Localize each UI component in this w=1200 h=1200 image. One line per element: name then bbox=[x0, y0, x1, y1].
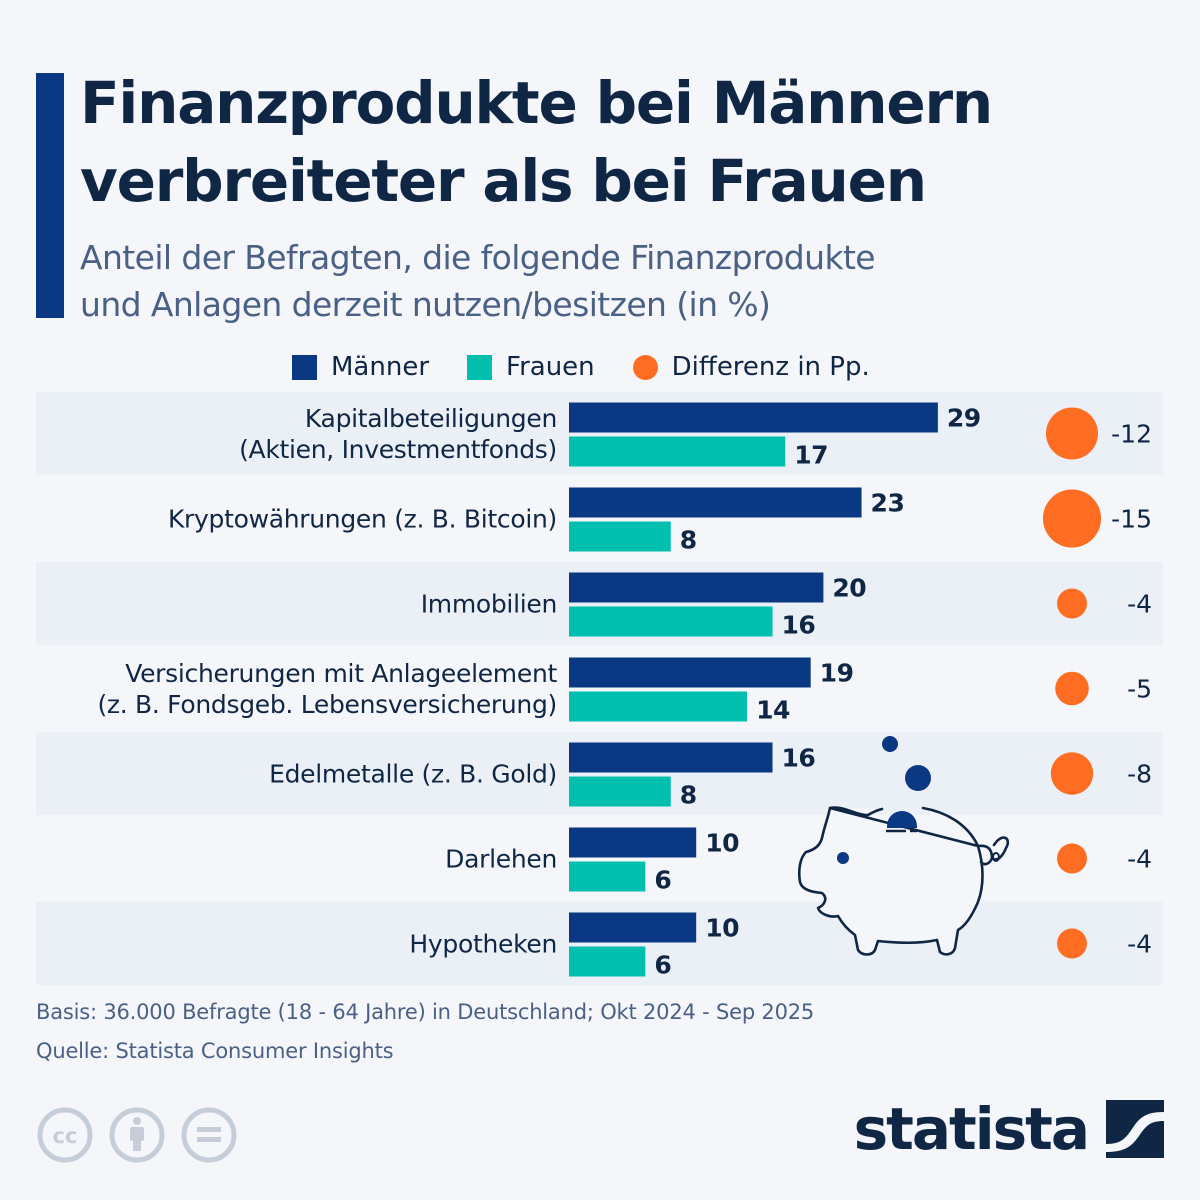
category-label: Kryptowährungen (z. B. Bitcoin) bbox=[168, 505, 557, 534]
legend-label-men: Männer bbox=[331, 352, 430, 382]
bar-men bbox=[569, 657, 811, 688]
legend-swatch-men bbox=[292, 354, 317, 380]
statista-logo[interactable]: statista bbox=[854, 1100, 1164, 1158]
difference-bubble bbox=[1057, 588, 1087, 619]
no-derivatives-icon[interactable] bbox=[180, 1106, 238, 1164]
attribution-icon[interactable] bbox=[108, 1106, 166, 1164]
value-label-women: 16 bbox=[782, 611, 816, 640]
bar-men bbox=[569, 572, 824, 603]
legend-label-difference: Differenz in Pp. bbox=[671, 352, 870, 382]
category-label: Kapitalbeteiligungen bbox=[305, 404, 557, 433]
value-label-women: 14 bbox=[756, 696, 790, 725]
piggy-bank-illustration bbox=[797, 736, 1010, 956]
difference-bubble bbox=[1042, 489, 1102, 548]
legend-dot-difference bbox=[632, 354, 658, 380]
subtitle-line-2: und Anlagen derzeit nutzen/besitzen (in … bbox=[80, 285, 771, 324]
difference-bubble bbox=[1046, 407, 1098, 460]
category-label: Hypotheken bbox=[409, 930, 557, 959]
difference-label: -4 bbox=[1127, 845, 1152, 874]
category-label: (Aktien, Investmentfonds) bbox=[239, 435, 557, 464]
page-subtitle: Anteil der Befragten, die folgende Finan… bbox=[80, 234, 1080, 328]
license-icons: cc bbox=[36, 1106, 238, 1164]
value-label-women: 6 bbox=[654, 951, 671, 980]
legend-item-women: Frauen bbox=[467, 352, 595, 382]
brand-wordmark: statista bbox=[853, 1095, 1090, 1163]
category-label: Darlehen bbox=[445, 845, 557, 874]
difference-bubble bbox=[1050, 752, 1094, 795]
difference-label: -4 bbox=[1127, 590, 1152, 619]
coin-3 bbox=[887, 811, 917, 828]
bar-women bbox=[569, 606, 773, 637]
value-label-men: 29 bbox=[947, 404, 981, 433]
difference-label: -8 bbox=[1127, 760, 1152, 789]
difference-label: -12 bbox=[1111, 420, 1152, 449]
cc-icon[interactable]: cc bbox=[36, 1106, 94, 1164]
bar-men bbox=[569, 912, 697, 943]
category-label: Edelmetalle (z. B. Gold) bbox=[269, 760, 557, 789]
statista-logo-icon bbox=[1106, 1100, 1164, 1158]
title-line-1: Finanzprodukte bei Männern bbox=[80, 69, 993, 137]
svg-text:cc: cc bbox=[53, 1124, 78, 1148]
difference-label: -4 bbox=[1127, 930, 1152, 959]
value-label-women: 6 bbox=[654, 866, 671, 895]
legend-swatch-women bbox=[467, 354, 493, 380]
bar-women bbox=[569, 436, 786, 467]
value-label-men: 23 bbox=[871, 489, 905, 518]
difference-bubble bbox=[1057, 928, 1087, 959]
chart-legend: Männer Frauen Differenz in Pp. bbox=[292, 352, 908, 382]
bar-women bbox=[569, 691, 748, 722]
bar-women bbox=[569, 521, 671, 552]
value-label-men: 10 bbox=[705, 829, 739, 858]
footnote-source: Quelle: Statista Consumer Insights bbox=[36, 1039, 394, 1063]
value-label-women: 8 bbox=[680, 781, 697, 810]
piggy-eye bbox=[837, 852, 849, 864]
title-line-2: verbreiteter als bei Frauen bbox=[80, 147, 927, 215]
footnote-basis: Basis: 36.000 Befragte (18 - 64 Jahre) i… bbox=[36, 1000, 815, 1024]
legend-item-men: Männer bbox=[292, 352, 429, 382]
difference-label: -5 bbox=[1127, 675, 1152, 704]
bar-women bbox=[569, 776, 671, 807]
page-title: Finanzprodukte bei Männern verbreiteter … bbox=[80, 64, 1180, 220]
value-label-men: 20 bbox=[832, 574, 866, 603]
title-accent-bar bbox=[36, 73, 64, 318]
value-label-men: 16 bbox=[782, 744, 816, 773]
coin-1 bbox=[882, 736, 898, 752]
bar-women bbox=[569, 861, 646, 892]
bar-chart: Kapitalbeteiligungen(Aktien, Investmentf… bbox=[97, 402, 1152, 980]
piggy-bank-icon bbox=[797, 806, 994, 956]
value-label-men: 19 bbox=[820, 659, 854, 688]
difference-bubble bbox=[1057, 843, 1087, 874]
value-label-women: 17 bbox=[794, 441, 828, 470]
value-label-women: 8 bbox=[680, 526, 697, 555]
bar-men bbox=[569, 402, 938, 433]
category-label: (z. B. Fondsgeb. Lebensversicherung) bbox=[97, 690, 557, 719]
bar-men bbox=[569, 487, 862, 518]
subtitle-line-1: Anteil der Befragten, die folgende Finan… bbox=[80, 238, 876, 277]
bar-men bbox=[569, 742, 773, 773]
difference-label: -15 bbox=[1111, 505, 1152, 534]
coin-2 bbox=[905, 765, 931, 791]
bar-women bbox=[569, 946, 646, 977]
bar-men bbox=[569, 827, 697, 858]
legend-item-difference: Differenz in Pp. bbox=[632, 352, 870, 382]
value-label-men: 10 bbox=[705, 914, 739, 943]
legend-label-women: Frauen bbox=[506, 352, 595, 382]
difference-bubble bbox=[1055, 671, 1089, 706]
category-label: Immobilien bbox=[421, 590, 557, 619]
category-label: Versicherungen mit Anlageelement bbox=[125, 659, 557, 688]
